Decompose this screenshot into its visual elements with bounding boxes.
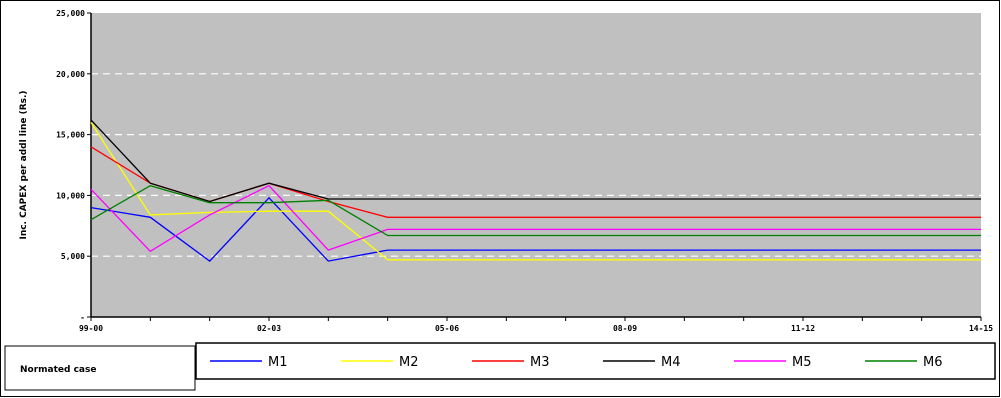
y-tick-labels: - 5,000 10,000 15,000 20,000 25,000 [56,9,85,322]
x-tick-label-3: 08-09 [613,324,637,333]
side-label-box [4,345,196,391]
plot-area [91,13,981,317]
legend [195,342,996,380]
series-line-m2 [90,122,981,261]
x-tick-label-2: 05-06 [435,324,459,333]
legend-items: M1 M2 M3 M4 M5 M6 [210,355,943,370]
legend-label-m6: M6 [923,355,943,370]
series-lines [90,119,981,262]
legend-label-m2: M2 [399,355,419,370]
y-tick-label-2: 10,000 [56,191,85,200]
series-line-m5 [90,184,981,253]
x-tick-label-0: 99-00 [79,324,103,333]
legend-label-m3: M3 [530,355,550,370]
y-axis-title: Inc. CAPEX per addl line (Rs.) [19,90,29,239]
gridlines [91,73,981,257]
y-tick-label-4: 20,000 [56,70,85,79]
legend-label-m5: M5 [792,355,812,370]
series-line-m4 [90,119,981,203]
y-tick-label-1: 5,000 [61,252,85,261]
y-tick-label-0: - [80,313,85,322]
series-line-m1 [90,196,981,262]
x-tick-labels: 99-00 02-03 05-06 08-09 11-12 14-15 [79,324,993,333]
legend-label-m1: M1 [268,355,288,370]
y-tick-label-5: 25,000 [56,9,85,18]
x-tick-label-5: 14-15 [969,324,993,333]
series-line-m6 [90,184,981,237]
y-tick-label-3: 15,000 [56,131,85,140]
x-tick-label-4: 11-12 [791,324,815,333]
side-label: Normated case [20,365,96,375]
legend-label-m4: M4 [661,355,681,370]
axes [87,12,982,321]
x-tick-label-1: 02-03 [257,324,281,333]
